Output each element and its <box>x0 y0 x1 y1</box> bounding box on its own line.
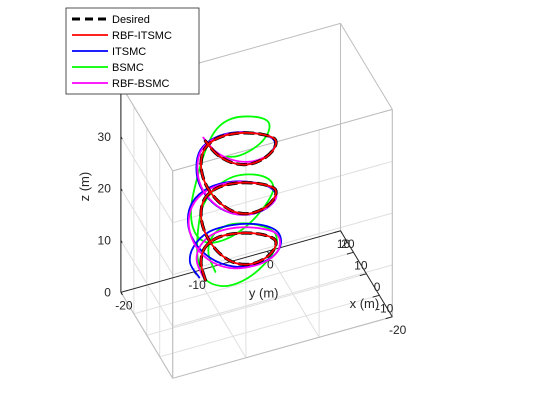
grid-line <box>266 251 320 338</box>
legend-entry-label: BSMC <box>112 62 144 74</box>
x-tick-label: 0 <box>374 280 381 294</box>
legend-entry-label: ITSMC <box>112 46 146 58</box>
box-edge <box>172 316 393 379</box>
x-axis-label: x (m) <box>350 296 380 311</box>
grid-line <box>120 240 174 327</box>
series-line-rbf-itsmc <box>200 131 277 281</box>
box-edge <box>340 23 393 110</box>
z-tick-mark <box>120 188 123 192</box>
grid-line <box>120 188 174 275</box>
y-tick-mark <box>340 230 343 234</box>
x-tick-mark <box>372 294 380 298</box>
x-tick-label: 20 <box>341 237 355 251</box>
box-edge <box>120 84 174 172</box>
z-tick-label: 0 <box>104 285 111 299</box>
box-edge <box>172 108 393 172</box>
box-edge <box>120 292 174 379</box>
grid-line <box>193 271 247 359</box>
z-tick-mark <box>120 240 123 243</box>
x-tick-mark <box>359 273 367 277</box>
x-tick-label: -20 <box>389 323 407 337</box>
legend: Desired RBF-ITSMC ITSMC BSMC RBF-BSMC <box>65 7 200 95</box>
z-tick-mark <box>120 292 123 295</box>
grid-line <box>120 136 174 224</box>
z-tick-label: 30 <box>98 130 112 144</box>
series-lines <box>186 115 282 288</box>
grid-line <box>159 294 380 358</box>
z-tick-label: 10 <box>98 234 112 248</box>
legend-entry-label: Desired <box>112 14 150 26</box>
legend-entry-label: RBF-BSMC <box>112 78 170 90</box>
z-tick-mark <box>120 136 123 140</box>
y-tick-label: 10 <box>337 237 351 251</box>
y-tick-label: 0 <box>267 257 274 271</box>
grid-line <box>172 264 393 327</box>
y-tick-label: -10 <box>188 278 206 292</box>
grid <box>120 84 393 379</box>
x-tick-label: 10 <box>354 258 368 272</box>
y-axis-label: y (m) <box>249 286 279 301</box>
y-tick-label: -20 <box>115 298 133 312</box>
z-tick-label: 20 <box>98 182 112 196</box>
grid-line <box>172 212 393 276</box>
x-tick-label: -10 <box>376 301 394 315</box>
grid-line <box>146 273 367 336</box>
x-tick-mark <box>385 316 393 320</box>
grid-line <box>133 251 354 315</box>
legend-entry-label: RBF-ITSMC <box>112 30 172 42</box>
z-axis-label: z (m) <box>77 172 92 202</box>
grid-line <box>172 160 393 224</box>
x-tick-mark <box>346 251 354 255</box>
x-tick-mark <box>333 230 341 234</box>
